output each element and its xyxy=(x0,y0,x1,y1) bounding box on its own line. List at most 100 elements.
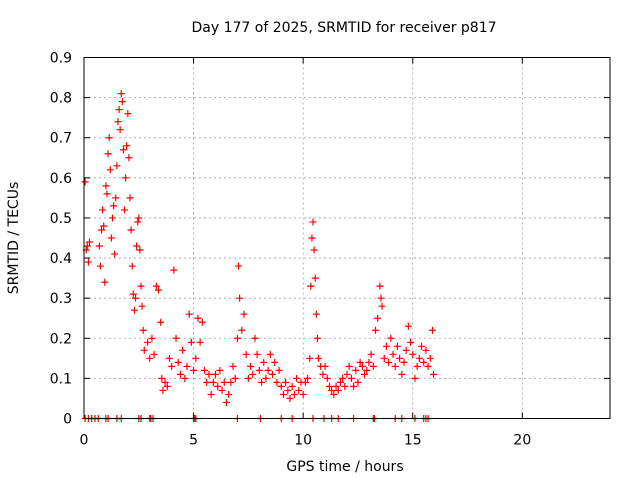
x-tick-label: 15 xyxy=(404,433,422,449)
data-point xyxy=(301,378,309,386)
data-point xyxy=(165,354,173,362)
data-point xyxy=(229,362,237,370)
y-tick-label: 0.2 xyxy=(50,331,72,347)
data-point xyxy=(101,278,109,286)
data-point xyxy=(127,226,135,234)
y-axis-ticks: 0 0.1 0.2 0.3 0.4 0.5 0.6 0.7 0.8 0.9 xyxy=(50,51,610,428)
data-point xyxy=(378,302,386,310)
data-point xyxy=(168,362,176,370)
data-point xyxy=(207,390,215,398)
data-point xyxy=(179,346,187,354)
data-point xyxy=(288,382,296,390)
data-point xyxy=(185,310,193,318)
data-point xyxy=(334,386,342,394)
data-point xyxy=(81,178,89,186)
data-point xyxy=(214,382,222,390)
data-point xyxy=(393,342,401,350)
data-point xyxy=(233,334,241,342)
data-point xyxy=(309,218,317,226)
data-point xyxy=(266,350,274,358)
data-point xyxy=(152,282,160,290)
data-point xyxy=(268,370,276,378)
data-point xyxy=(251,334,259,342)
data-point xyxy=(377,294,385,302)
plot-frame xyxy=(83,57,611,419)
data-point xyxy=(411,374,419,382)
data-point xyxy=(387,334,395,342)
data-point xyxy=(339,374,347,382)
data-point xyxy=(380,354,388,362)
data-point xyxy=(129,290,137,298)
data-point xyxy=(312,310,320,318)
data-point xyxy=(135,214,143,222)
data-point xyxy=(409,350,417,358)
data-marks xyxy=(81,90,438,422)
data-point xyxy=(187,338,195,346)
data-point xyxy=(284,386,292,394)
data-point xyxy=(130,306,138,314)
data-point xyxy=(113,162,121,170)
data-point xyxy=(159,386,167,394)
data-point xyxy=(201,366,209,374)
data-point xyxy=(122,174,130,182)
data-point xyxy=(126,194,134,202)
data-point xyxy=(382,342,390,350)
data-point xyxy=(420,358,428,366)
data-point xyxy=(363,366,371,374)
data-point xyxy=(350,382,358,390)
data-point xyxy=(341,382,349,390)
data-point xyxy=(108,214,116,222)
data-point xyxy=(376,282,384,290)
data-point xyxy=(306,354,314,362)
data-point xyxy=(398,370,406,378)
data-point xyxy=(293,374,301,382)
data-point xyxy=(277,382,285,390)
data-point xyxy=(157,318,165,326)
data-point xyxy=(271,358,279,366)
x-tick-label: 20 xyxy=(513,433,531,449)
data-point xyxy=(238,326,246,334)
data-point xyxy=(404,322,412,330)
data-point xyxy=(181,374,189,382)
data-point xyxy=(323,374,331,382)
data-point xyxy=(112,194,120,202)
data-point xyxy=(365,358,373,366)
data-point xyxy=(428,326,436,334)
data-point xyxy=(275,366,283,374)
y-tick-label: 0 xyxy=(63,412,72,428)
y-tick-label: 0.6 xyxy=(50,171,72,187)
data-point xyxy=(148,334,156,342)
y-tick-label: 0.4 xyxy=(50,251,72,267)
data-point xyxy=(345,362,353,370)
data-point xyxy=(332,382,340,390)
data-point xyxy=(121,206,129,214)
data-point xyxy=(319,370,327,378)
data-point xyxy=(218,386,226,394)
data-point xyxy=(161,378,169,386)
data-point xyxy=(330,390,338,398)
data-point xyxy=(385,358,393,366)
data-point xyxy=(136,246,144,254)
data-point xyxy=(115,106,123,114)
data-point xyxy=(240,310,248,318)
data-point xyxy=(194,314,202,322)
data-point xyxy=(203,378,211,386)
data-point xyxy=(343,370,351,378)
data-point xyxy=(170,266,178,274)
x-tick-label: 10 xyxy=(294,433,312,449)
data-point xyxy=(358,362,366,370)
data-point xyxy=(282,378,290,386)
data-point xyxy=(220,378,228,386)
data-point xyxy=(407,338,415,346)
data-point xyxy=(174,358,182,366)
data-point xyxy=(146,354,154,362)
data-point xyxy=(424,362,432,370)
data-point xyxy=(299,390,307,398)
data-point xyxy=(100,222,108,230)
data-point xyxy=(279,390,287,398)
data-point xyxy=(347,374,355,382)
data-point xyxy=(325,382,333,390)
data-point xyxy=(311,274,319,282)
data-point xyxy=(361,370,369,378)
data-point xyxy=(307,282,315,290)
